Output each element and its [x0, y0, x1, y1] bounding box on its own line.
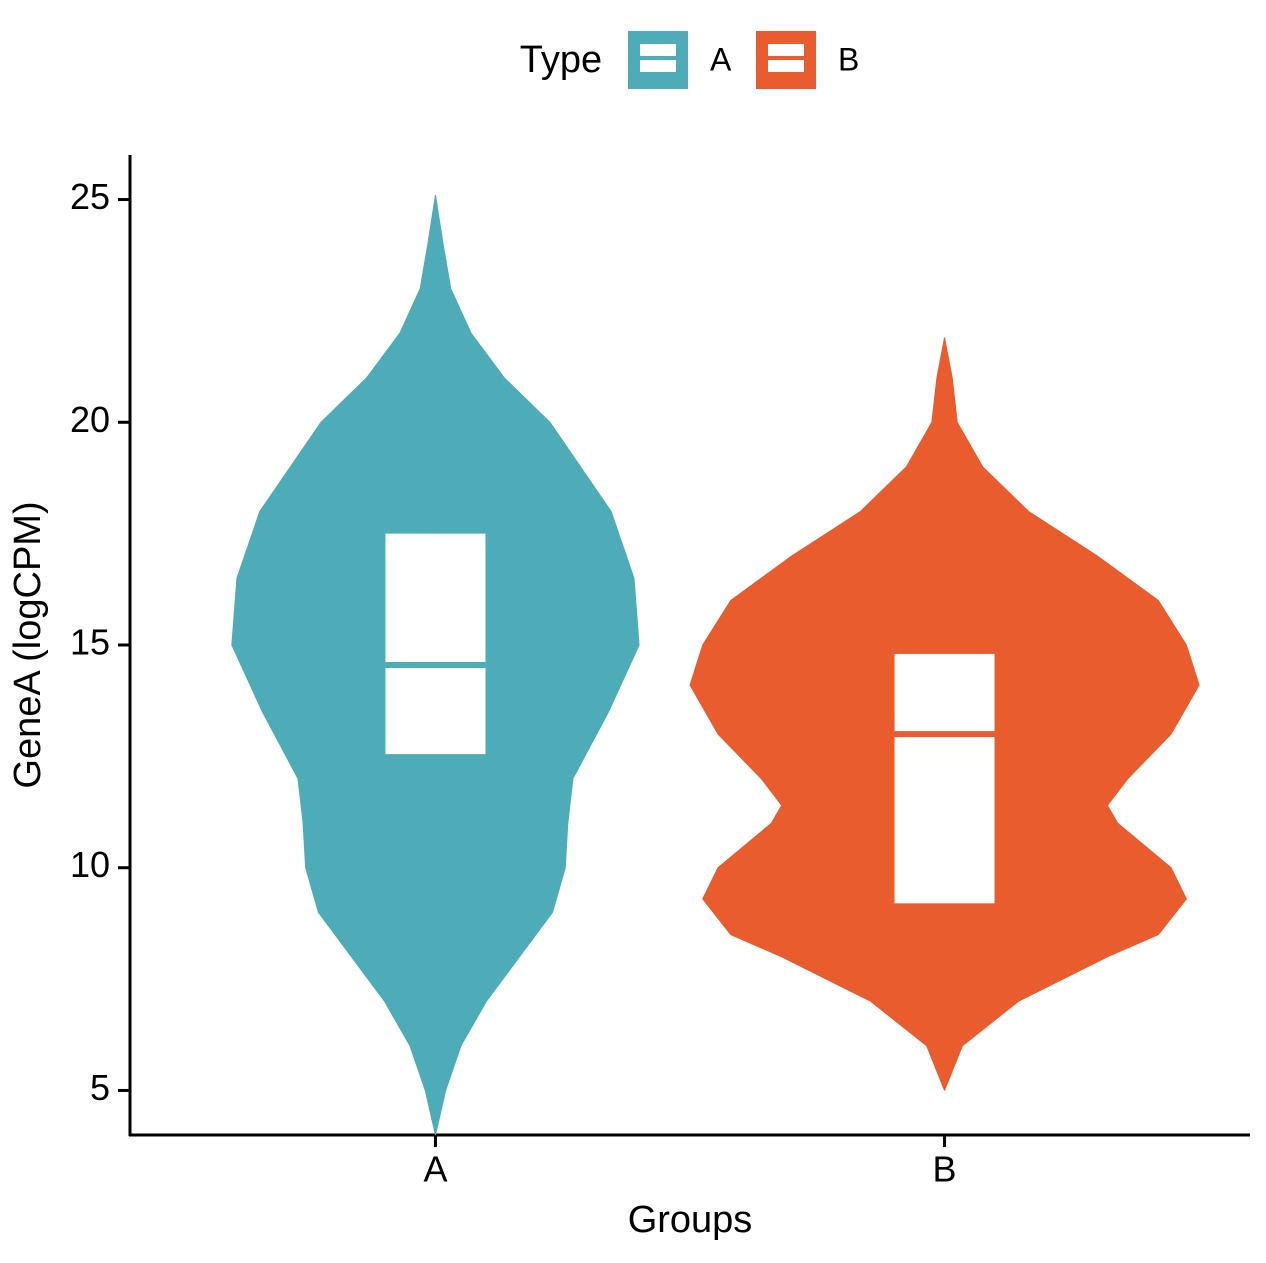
- y-axis-title: GeneA (logCPM): [7, 501, 49, 788]
- violin-half: [434, 195, 640, 1136]
- legend-title: Type: [520, 39, 602, 81]
- y-tick-label: 5: [90, 1067, 110, 1108]
- box: [894, 653, 995, 904]
- y-tick-label: 10: [70, 844, 110, 885]
- x-tick-label: A: [423, 1149, 447, 1190]
- y-tick-label: 20: [70, 399, 110, 440]
- legend-label: B: [838, 41, 859, 77]
- violin-half: [944, 337, 1200, 1091]
- y-tick-label: 15: [70, 622, 110, 663]
- legend-label: A: [710, 41, 732, 77]
- x-tick-label: B: [933, 1149, 957, 1190]
- y-tick-label: 25: [70, 176, 110, 217]
- violin-half: [689, 337, 946, 1091]
- x-axis-title: Groups: [628, 1199, 753, 1241]
- box: [385, 533, 486, 755]
- violin-half: [231, 195, 436, 1136]
